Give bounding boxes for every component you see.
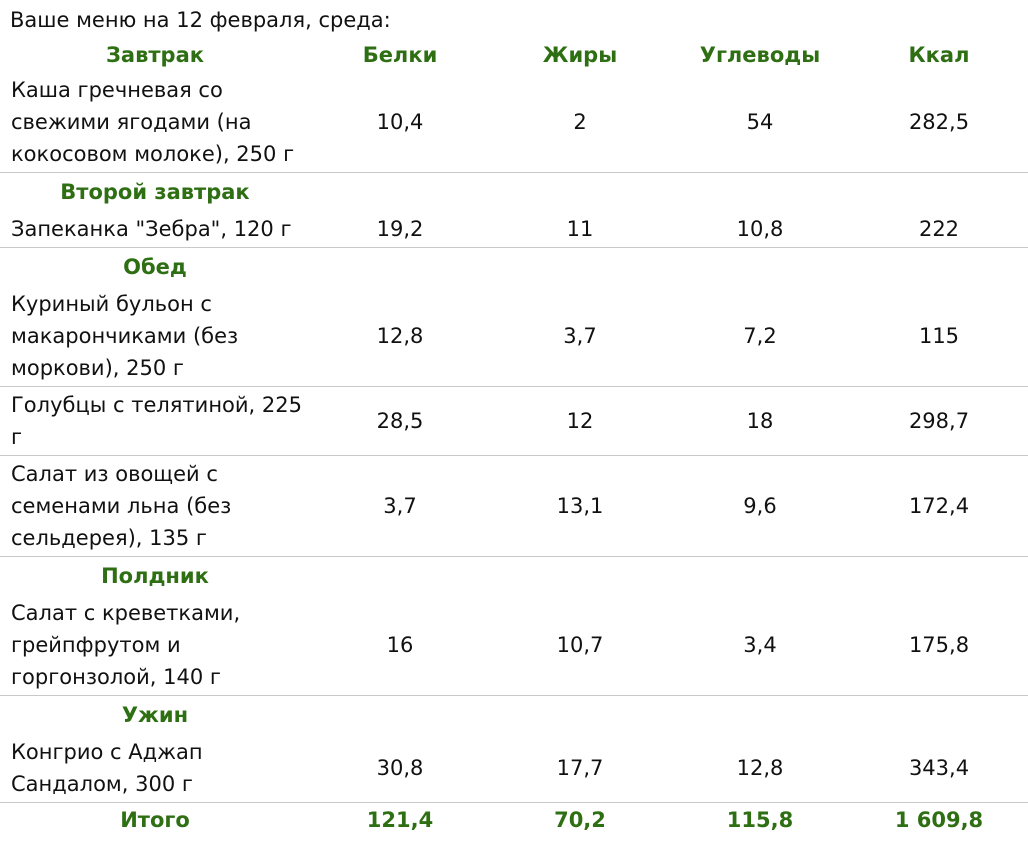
- dish-carbs: 3,4: [670, 595, 850, 696]
- section-row: Ужин: [0, 696, 1028, 735]
- table-row: Запеканка "Зебра", 120 г 19,2 11 10,8 22…: [0, 211, 1028, 248]
- section-dinner: Ужин: [121, 703, 189, 727]
- section-lunch: Обед: [123, 255, 187, 279]
- dish-carbs: 18: [670, 386, 850, 456]
- dish-name: Салат с креветками, грейпфрутом и горгон…: [0, 595, 310, 696]
- dish-name: Каша гречневая со свежими ягодами (на ко…: [0, 72, 310, 173]
- section-row: Обед: [0, 248, 1028, 287]
- section-snack: Полдник: [101, 564, 209, 588]
- dish-kcal: 298,7: [850, 386, 1028, 456]
- dish-protein: 30,8: [376, 756, 424, 780]
- table-row: Голубцы с телятиной, 225 г 28,5 12 18 29…: [0, 386, 1028, 456]
- section-second-breakfast: Второй завтрак: [60, 180, 250, 204]
- total-row: Итого 121,4 70,2 115,8 1 609,8: [0, 802, 1028, 837]
- dish-name: Салат из овощей с семенами льна (без сел…: [0, 455, 310, 557]
- dish-protein: 3,7: [310, 455, 490, 557]
- dish-protein: 16: [310, 595, 490, 696]
- header-kcal: Ккал: [908, 43, 970, 67]
- total-protein: 121,4: [310, 802, 490, 837]
- dish-kcal: 282,5: [850, 72, 1028, 173]
- dish-carbs: 54: [670, 72, 850, 173]
- dish-protein: 10,4: [310, 72, 490, 173]
- dish-fat: 13,1: [490, 455, 670, 557]
- dish-kcal: 175,8: [850, 595, 1028, 696]
- total-carbs: 115,8: [670, 802, 850, 837]
- nutrition-table: Завтрак Белки Жиры Углеводы Ккал Каша гр…: [0, 38, 1028, 837]
- dish-carbs: 12,8: [736, 756, 784, 780]
- menu-intro: Ваше меню на 12 февраля, среда:: [10, 8, 391, 32]
- table-header-row: Завтрак Белки Жиры Углеводы Ккал: [0, 38, 1028, 72]
- dish-protein: 28,5: [310, 386, 490, 456]
- total-fat: 70,2: [490, 802, 670, 837]
- dish-kcal: 115: [850, 286, 1028, 387]
- table-row: Куриный бульон с макарончиками (без морк…: [0, 286, 1028, 387]
- dish-fat: 11: [490, 211, 670, 248]
- dish-carbs: 9,6: [670, 455, 850, 557]
- table-row: Каша гречневая со свежими ягодами (на ко…: [0, 72, 1028, 173]
- table-row: Конгрио с Аджап Сандалом, 300 г 30,8 17,…: [0, 734, 1028, 803]
- header-protein: Белки: [362, 43, 438, 67]
- dish-protein: 12,8: [310, 286, 490, 387]
- dish-name: Конгрио с Аджап Сандалом, 300 г: [11, 740, 203, 796]
- dish-carbs: 7,2: [670, 286, 850, 387]
- table-row: Салат с креветками, грейпфрутом и горгон…: [0, 595, 1028, 696]
- section-row: Второй завтрак: [0, 173, 1028, 212]
- header-breakfast: Завтрак: [105, 43, 204, 67]
- dish-fat: 17,7: [556, 756, 604, 780]
- header-fat: Жиры: [542, 43, 618, 67]
- total-label: Итого: [0, 802, 310, 837]
- dish-kcal: 343,4: [908, 756, 970, 780]
- dish-fat: 2: [490, 72, 670, 173]
- dish-protein: 19,2: [310, 211, 490, 248]
- dish-fat: 10,7: [490, 595, 670, 696]
- dish-name: Запеканка "Зебра", 120 г: [0, 211, 310, 248]
- dish-name: Голубцы с телятиной, 225 г: [0, 386, 310, 456]
- total-kcal: 1 609,8: [850, 802, 1028, 837]
- dish-name: Куриный бульон с макарончиками (без морк…: [0, 286, 310, 387]
- table-row: Салат из овощей с семенами льна (без сел…: [0, 455, 1028, 557]
- dish-fat: 3,7: [490, 286, 670, 387]
- dish-fat: 12: [490, 386, 670, 456]
- dish-kcal: 172,4: [850, 455, 1028, 557]
- dish-kcal: 222: [850, 211, 1028, 248]
- header-carbs: Углеводы: [699, 43, 821, 67]
- section-row: Полдник: [0, 557, 1028, 596]
- dish-carbs: 10,8: [670, 211, 850, 248]
